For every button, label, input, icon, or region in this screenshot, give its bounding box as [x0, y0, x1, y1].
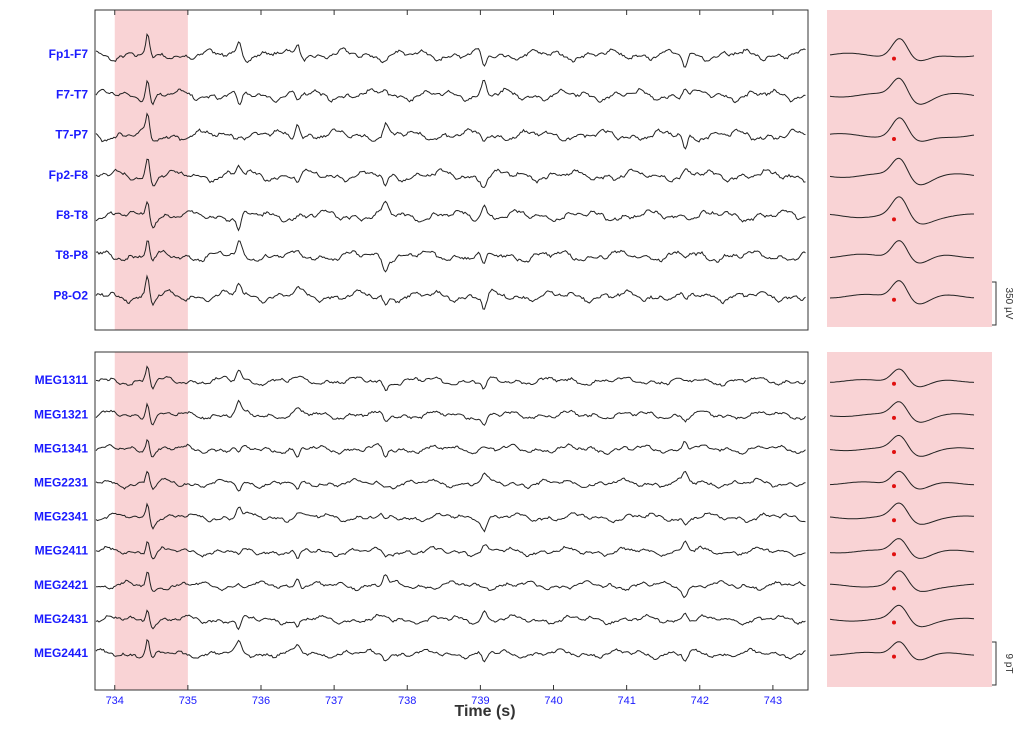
x-tick-label: 743: [764, 695, 782, 707]
trace: [95, 609, 806, 631]
highlight: [114, 10, 188, 330]
zoom-panel: [827, 352, 992, 687]
x-axis-label: Time (s): [454, 703, 515, 720]
channel-label: MEG2231: [34, 475, 88, 489]
channel-label: T8-P8: [55, 248, 88, 262]
spike-marker: [892, 552, 896, 557]
zoom-trace: [830, 641, 975, 661]
channel-label: T7-P7: [55, 128, 88, 142]
channel-label: MEG2431: [34, 612, 88, 626]
zoom-trace: [829, 77, 975, 105]
trace: [95, 470, 806, 492]
channel-label: F8-T8: [56, 208, 88, 222]
zoom-trace: [829, 38, 975, 62]
spike-marker: [892, 484, 896, 489]
trace: [95, 32, 806, 68]
trace: [95, 399, 806, 426]
scale-label: 9 pT: [1003, 653, 1014, 673]
channel-label: MEG2421: [34, 578, 88, 592]
trace: [95, 158, 806, 188]
channel-label: Fp1-F7: [49, 47, 89, 61]
zoom-trace: [829, 502, 975, 525]
zoom-trace: [829, 538, 975, 559]
spike-marker: [892, 518, 896, 523]
trace: [95, 365, 806, 392]
x-tick-label: 742: [691, 695, 709, 707]
channel-label: Fp2-F8: [49, 168, 89, 182]
trace: [96, 571, 806, 599]
scale-label: 350 µV: [1003, 288, 1014, 320]
x-tick-label: 737: [325, 695, 343, 707]
trace: [95, 638, 806, 663]
spike-marker: [892, 586, 896, 591]
zoom-trace: [829, 240, 974, 264]
panel-frame: [94, 351, 809, 691]
zoom-trace: [829, 117, 975, 142]
spike-marker: [892, 297, 896, 302]
zoom-trace: [830, 570, 974, 592]
panel-frame: [94, 9, 809, 331]
trace: [95, 438, 806, 458]
zoom-trace: [829, 470, 975, 490]
spike-marker: [892, 620, 896, 625]
trace: [95, 274, 806, 310]
trace: [95, 502, 806, 533]
channel-label: MEG2441: [34, 646, 88, 660]
trace: [95, 79, 806, 106]
channel-label: MEG2411: [35, 544, 89, 558]
zoom-trace: [829, 196, 974, 225]
trace: [95, 540, 806, 560]
highlight: [114, 352, 188, 690]
scale-bar: [992, 281, 997, 326]
trace: [95, 200, 806, 232]
zoom-trace: [829, 434, 975, 457]
spike-marker: [892, 137, 896, 141]
spike-marker: [892, 654, 896, 659]
zoom-trace: [830, 368, 975, 388]
channel-label: MEG1341: [34, 441, 88, 455]
scale-bar: [992, 641, 997, 686]
x-tick-label: 735: [179, 695, 197, 707]
spike-marker: [892, 450, 896, 454]
x-tick-label: 740: [544, 695, 562, 707]
channel-label: F7-T7: [56, 87, 88, 101]
zoom-trace: [829, 280, 975, 305]
channel-label: MEG1311: [35, 373, 89, 387]
zoom-panel: [827, 10, 992, 327]
channel-label: MEG2341: [34, 510, 88, 524]
spike-marker: [892, 415, 896, 420]
zoom-trace: [829, 604, 975, 628]
spike-marker: [892, 56, 896, 61]
spike-marker: [892, 217, 896, 222]
zoom-trace: [829, 401, 975, 423]
x-tick-label: 741: [617, 695, 635, 707]
zoom-trace: [829, 157, 975, 186]
spike-marker: [892, 381, 896, 386]
x-tick-label: 738: [398, 695, 416, 707]
channel-label: P8-O2: [53, 288, 88, 302]
channel-label: MEG1321: [34, 407, 88, 421]
x-tick-label: 736: [252, 695, 270, 707]
x-tick-label: 739: [471, 695, 489, 707]
x-tick-label: 734: [106, 695, 124, 707]
trace: [95, 112, 806, 150]
trace: [95, 240, 806, 273]
